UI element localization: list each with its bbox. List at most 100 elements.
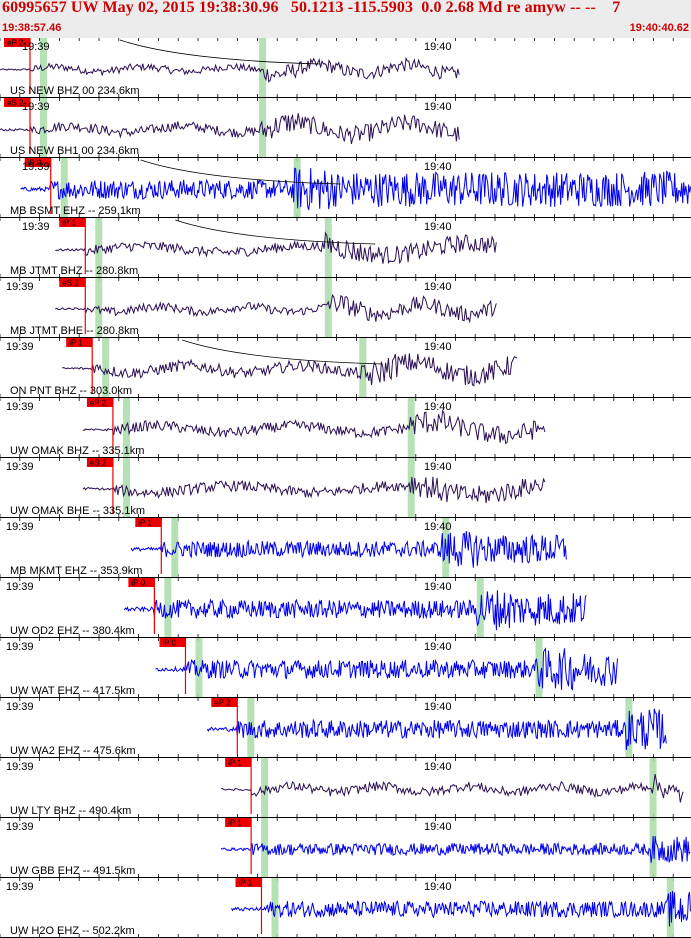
pick-label: eS 2 [90,459,107,468]
pick-box[interactable] [59,278,86,287]
minute-label: 19:40 [424,101,452,113]
minute-label: 19:40 [424,701,452,713]
pick-box[interactable] [86,458,113,467]
trace-row[interactable]: iP 1 19:39 19:40 ON PNT BHZ -- 303.0km [0,338,691,398]
waveform-trace [20,167,691,211]
arrival-band [164,578,172,637]
trace-row[interactable]: eS 2 19:39 19:40 UW OMAK BHE -- 335.1km [0,458,691,518]
trace-row[interactable]: iP 1 19:39 19:40 MB MKMT EHZ -- 353.9km [0,518,691,578]
waveform-trace [55,231,497,265]
pick-box[interactable] [225,758,252,767]
waveform-trace [0,113,460,145]
pick-label: eP 2 [90,399,107,408]
pick-box[interactable] [86,398,113,407]
pick-label: iP 1 [138,519,152,528]
pick-label: iP 1 [238,879,252,888]
station-label: MB JTMT BHE -- 280.8km [10,325,139,337]
trace-row[interactable]: eP 2 19:39 19:40 UW WA2 EHZ -- 475.6km [0,698,691,758]
trace-row[interactable]: iP 0 19:39 19:40 UW OD2 EHZ -- 380.4km [0,578,691,638]
station-label: MB BSMT EHZ -- 259.1km [10,205,141,217]
pick-label: iP 0 [162,639,176,648]
minute-label: 19:40 [424,461,452,473]
travel-time-curve [140,159,341,185]
pick-label: iP 1 [228,759,242,768]
waveform-trace [130,530,567,568]
pick-box[interactable] [128,578,155,587]
arrival-band [60,158,68,217]
pick-box[interactable] [211,698,238,707]
arrival-band [40,38,47,97]
minute-label: 19:39 [6,341,34,353]
pick-label: eP 2 [7,39,24,48]
pick-label: iP 1 [228,819,242,828]
pick-box[interactable] [159,638,186,647]
minute-label: 19:40 [424,641,452,653]
station-label: US NEW BH1 00 234.6km [10,145,139,157]
trace-row[interactable]: iP 0 19:39 19:40 UW WAT EHZ -- 417.5km [0,638,691,698]
pick-box[interactable] [66,338,93,347]
pick-label: eS 2 [7,99,24,108]
station-label: UW LTY BHZ -- 490.4km [10,805,131,817]
waveform-trace [231,890,691,927]
minute-label: 19:39 [6,521,34,533]
station-label: UW H2O EHZ -- 502.2km [10,925,135,937]
event-header: 60995657 UW May 02, 2015 19:38:30.96 50.… [0,0,691,38]
pick-box[interactable] [225,818,252,827]
trace-row[interactable]: iP 019:39 19:40 MB BSMT EHZ -- 259.1km [0,158,691,218]
minute-label: 19:39 [6,581,34,593]
waveform-trace [206,708,667,751]
trace-row[interactable]: eS 2 19:39 19:40 MB JTMT BHE -- 280.8km [0,278,691,338]
pick-box[interactable] [59,218,86,227]
arrival-band [359,338,367,397]
waveform-trace [62,353,518,387]
arrival-band [407,398,415,457]
pick-label: iP 0 [131,579,145,588]
waveform-trace [82,476,546,503]
arrival-band [259,38,267,97]
travel-time-curve [175,219,376,245]
minute-label: 19:39 [6,281,34,293]
arrival-band [261,758,269,817]
arrival-band [649,818,657,877]
minute-label: 19:39 [22,41,50,53]
arrival-band [171,518,179,577]
pick-box[interactable] [4,98,30,107]
station-label: ON PNT BHZ -- 303.0km [10,385,132,397]
pick-box[interactable] [135,518,162,527]
minute-label: 19:40 [424,281,452,293]
minute-label: 19:40 [424,761,452,773]
trace-row[interactable]: iP 1 19:39 19:40 MB JTMT BHZ -- 280.8km [0,218,691,278]
trace-row[interactable]: iP 1 19:39 19:40 UW LTY BHZ -- 490.4km [0,758,691,818]
pick-box[interactable] [235,878,262,887]
pick-label: iP 1 [69,339,83,348]
start-time-label: 19:38:57.46 [2,22,62,34]
trace-row[interactable]: iP 1 19:39 19:40 UW GBB EHZ -- 491.5km [0,818,691,878]
trace-row[interactable]: eP 219:39 19:40 US NEW BHZ 00 234.6km [0,38,691,98]
station-label: UW GBB EHZ -- 491.5km [10,865,135,877]
trace-row[interactable]: iP 1 19:39 19:40 UW H2O EHZ -- 502.2km [0,878,691,938]
station-label: MB MKMT EHZ -- 353.9km [10,565,142,577]
station-label: US NEW BHZ 00 234.6km [10,85,140,97]
end-time-label: 19:40:40.62 [629,22,689,34]
station-label: MB JTMT BHZ -- 280.8km [10,265,138,277]
minute-label: 19:40 [424,521,452,533]
minute-label: 19:40 [424,341,452,353]
pick-box[interactable] [4,38,30,47]
minute-label: 19:39 [6,761,34,773]
trace-row[interactable]: eP 2 19:39 19:40 UW OMAK BHZ -- 335.1km [0,398,691,458]
event-title: 60995657 UW May 02, 2015 19:38:30.96 50.… [2,0,621,16]
station-label: UW WAT EHZ -- 417.5km [10,685,135,697]
arrival-band [324,278,332,337]
pick-box[interactable] [24,158,51,167]
minute-label: 19:40 [424,161,452,173]
minute-label: 19:40 [424,401,452,413]
station-label: UW OMAK BHZ -- 335.1km [10,445,144,457]
minute-label: 19:39 [6,881,34,893]
waveform-trace [82,408,546,445]
minute-label: 19:40 [424,41,452,53]
minute-label: 19:40 [424,881,452,893]
waveform-trace [220,835,691,863]
pick-label: iP 1 [62,219,76,228]
trace-row[interactable]: eS 219:39 19:40 US NEW BH1 00 234.6km [0,98,691,158]
